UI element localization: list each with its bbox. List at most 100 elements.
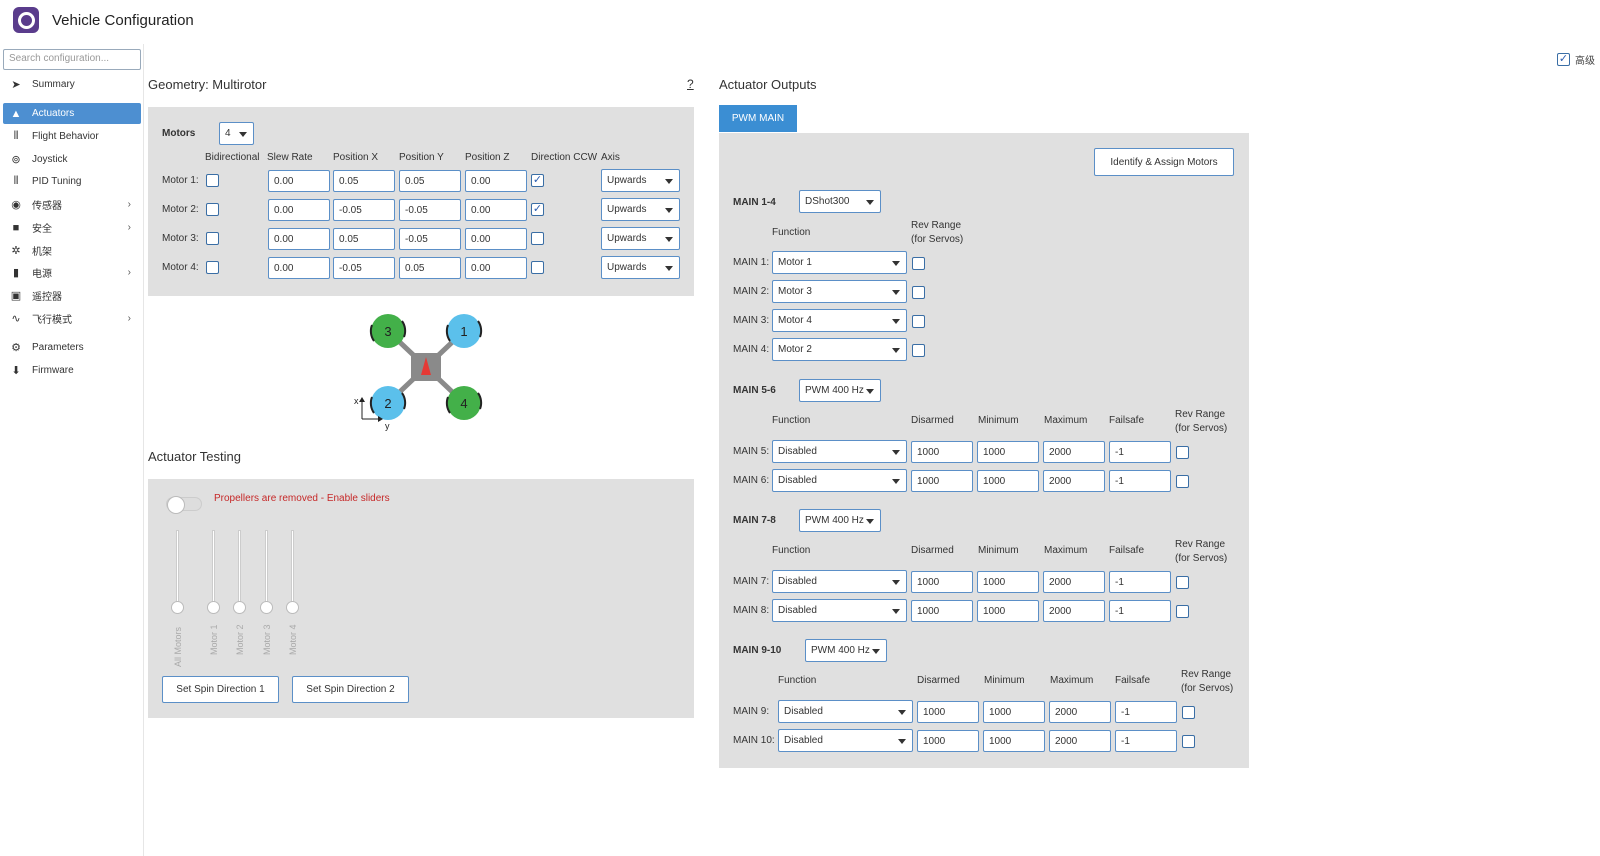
minimum-input[interactable]: 1000 bbox=[977, 571, 1039, 593]
disarmed-input[interactable]: 1000 bbox=[911, 441, 973, 463]
protocol-select[interactable]: PWM 400 Hz bbox=[799, 509, 881, 532]
failsafe-input[interactable]: -1 bbox=[1109, 470, 1171, 492]
slider-motor-3[interactable] bbox=[265, 530, 268, 610]
maximum-input[interactable]: 2000 bbox=[1049, 701, 1111, 723]
position-y-input[interactable]: -0.05 bbox=[399, 228, 461, 250]
function-select[interactable]: Disabled bbox=[772, 599, 907, 622]
sidebar-item-safety[interactable]: ■ 安全 › bbox=[3, 217, 141, 238]
sidebar-item-frame[interactable]: ✲ 机架 bbox=[3, 240, 141, 261]
rev-range-checkbox[interactable] bbox=[912, 315, 925, 328]
slew-rate-input[interactable]: 0.00 bbox=[268, 170, 330, 192]
sidebar-item-summary[interactable]: ➤ Summary bbox=[3, 74, 141, 95]
sidebar-item-sensors[interactable]: ◉ 传感器 › bbox=[3, 194, 141, 215]
function-select[interactable]: Disabled bbox=[772, 469, 907, 492]
ccw-checkbox[interactable]: ✓ bbox=[531, 174, 544, 187]
slider-motor-1[interactable] bbox=[212, 530, 215, 610]
bidirectional-checkbox[interactable] bbox=[206, 232, 219, 245]
position-x-input[interactable]: -0.05 bbox=[333, 257, 395, 279]
rev-range-checkbox[interactable] bbox=[1176, 475, 1189, 488]
rev-range-checkbox[interactable] bbox=[1182, 735, 1195, 748]
advanced-checkbox[interactable]: ✓ bbox=[1557, 53, 1570, 66]
slider-all-motors[interactable] bbox=[176, 530, 179, 610]
slider-knob[interactable] bbox=[207, 601, 220, 614]
rev-range-checkbox[interactable] bbox=[912, 257, 925, 270]
position-y-input[interactable]: 0.05 bbox=[399, 170, 461, 192]
rev-range-checkbox[interactable] bbox=[1176, 605, 1189, 618]
motors-count-select[interactable]: 4 bbox=[219, 122, 254, 145]
axis-select[interactable]: Upwards bbox=[601, 198, 680, 221]
maximum-input[interactable]: 2000 bbox=[1043, 470, 1105, 492]
function-select[interactable]: Disabled bbox=[772, 440, 907, 463]
rev-range-checkbox[interactable] bbox=[912, 344, 925, 357]
axis-select[interactable]: Upwards bbox=[601, 169, 680, 192]
position-x-input[interactable]: -0.05 bbox=[333, 199, 395, 221]
protocol-select[interactable]: DShot300 bbox=[799, 190, 881, 213]
slider-motor-2[interactable] bbox=[238, 530, 241, 610]
slew-rate-input[interactable]: 0.00 bbox=[268, 199, 330, 221]
function-select[interactable]: Disabled bbox=[772, 570, 907, 593]
rev-range-checkbox[interactable] bbox=[912, 286, 925, 299]
help-link[interactable]: ? bbox=[687, 77, 694, 91]
sidebar-item-power[interactable]: ▮ 电源 › bbox=[3, 262, 141, 283]
position-z-input[interactable]: 0.00 bbox=[465, 228, 527, 250]
sidebar-item-parameters[interactable]: ⚙ Parameters bbox=[3, 337, 141, 358]
bidirectional-checkbox[interactable] bbox=[206, 261, 219, 274]
disarmed-input[interactable]: 1000 bbox=[917, 730, 979, 752]
disarmed-input[interactable]: 1000 bbox=[911, 470, 973, 492]
function-select[interactable]: Disabled bbox=[778, 729, 913, 752]
advanced-toggle[interactable]: ✓ 高级 bbox=[1557, 52, 1595, 67]
sidebar-item-pid-tuning[interactable]: ⫴ PID Tuning bbox=[3, 171, 141, 192]
bidirectional-checkbox[interactable] bbox=[206, 203, 219, 216]
set-spin-direction-2-button[interactable]: Set Spin Direction 2 bbox=[292, 676, 409, 703]
ccw-checkbox[interactable] bbox=[531, 232, 544, 245]
app-logo-icon[interactable] bbox=[13, 7, 39, 33]
failsafe-input[interactable]: -1 bbox=[1115, 730, 1177, 752]
protocol-select[interactable]: PWM 400 Hz bbox=[799, 379, 881, 402]
bidirectional-checkbox[interactable] bbox=[206, 174, 219, 187]
sidebar-item-remote[interactable]: ▣ 遥控器 bbox=[3, 285, 141, 306]
position-z-input[interactable]: 0.00 bbox=[465, 199, 527, 221]
slider-knob[interactable] bbox=[233, 601, 246, 614]
minimum-input[interactable]: 1000 bbox=[983, 701, 1045, 723]
sidebar-item-joystick[interactable]: ⊚ Joystick bbox=[3, 149, 141, 170]
failsafe-input[interactable]: -1 bbox=[1109, 600, 1171, 622]
disarmed-input[interactable]: 1000 bbox=[917, 701, 979, 723]
disarmed-input[interactable]: 1000 bbox=[911, 571, 973, 593]
set-spin-direction-1-button[interactable]: Set Spin Direction 1 bbox=[162, 676, 279, 703]
maximum-input[interactable]: 2000 bbox=[1043, 571, 1105, 593]
sidebar-item-flight-behavior[interactable]: ⫴ Flight Behavior bbox=[3, 126, 141, 147]
axis-select[interactable]: Upwards bbox=[601, 256, 680, 279]
ccw-checkbox[interactable] bbox=[531, 261, 544, 274]
slider-motor-4[interactable] bbox=[291, 530, 294, 610]
minimum-input[interactable]: 1000 bbox=[983, 730, 1045, 752]
slider-knob[interactable] bbox=[260, 601, 273, 614]
protocol-select[interactable]: PWM 400 Hz bbox=[805, 639, 887, 662]
search-input[interactable]: Search configuration... bbox=[3, 49, 141, 70]
minimum-input[interactable]: 1000 bbox=[977, 441, 1039, 463]
maximum-input[interactable]: 2000 bbox=[1043, 600, 1105, 622]
function-select[interactable]: Motor 1 bbox=[772, 251, 907, 274]
sidebar-item-actuators[interactable]: ▲ Actuators bbox=[3, 103, 141, 124]
maximum-input[interactable]: 2000 bbox=[1049, 730, 1111, 752]
identify-assign-motors-button[interactable]: Identify & Assign Motors bbox=[1094, 148, 1234, 176]
minimum-input[interactable]: 1000 bbox=[977, 600, 1039, 622]
maximum-input[interactable]: 2000 bbox=[1043, 441, 1105, 463]
failsafe-input[interactable]: -1 bbox=[1115, 701, 1177, 723]
position-z-input[interactable]: 0.00 bbox=[465, 170, 527, 192]
function-select[interactable]: Disabled bbox=[778, 700, 913, 723]
axis-select[interactable]: Upwards bbox=[601, 227, 680, 250]
position-y-input[interactable]: -0.05 bbox=[399, 199, 461, 221]
position-z-input[interactable]: 0.00 bbox=[465, 257, 527, 279]
function-select[interactable]: Motor 3 bbox=[772, 280, 907, 303]
failsafe-input[interactable]: -1 bbox=[1109, 571, 1171, 593]
position-x-input[interactable]: 0.05 bbox=[333, 170, 395, 192]
slider-knob[interactable] bbox=[171, 601, 184, 614]
failsafe-input[interactable]: -1 bbox=[1109, 441, 1171, 463]
disarmed-input[interactable]: 1000 bbox=[911, 600, 973, 622]
minimum-input[interactable]: 1000 bbox=[977, 470, 1039, 492]
enable-sliders-toggle[interactable] bbox=[166, 496, 202, 514]
position-y-input[interactable]: 0.05 bbox=[399, 257, 461, 279]
position-x-input[interactable]: 0.05 bbox=[333, 228, 395, 250]
slew-rate-input[interactable]: 0.00 bbox=[268, 257, 330, 279]
rev-range-checkbox[interactable] bbox=[1182, 706, 1195, 719]
